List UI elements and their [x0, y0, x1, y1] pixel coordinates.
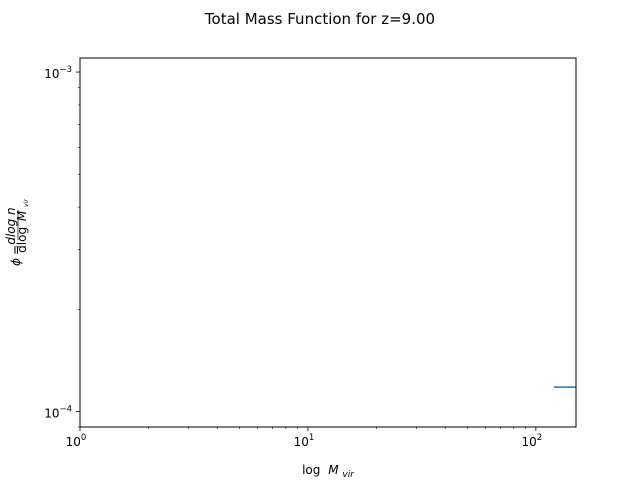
x-axis-label-sub: vir [342, 470, 355, 480]
y-axis-label-denominator-var: M [15, 210, 29, 221]
x-axis-label-prefix: log [302, 463, 320, 477]
plot-frame [79, 57, 577, 428]
y-axis: 10−4 10−3 [44, 65, 80, 428]
y-axis-label: ϕ = dlog n dlog M vir [4, 199, 30, 266]
y-tick-label: 10−3 [44, 65, 72, 81]
y-axis-label-equals: = [9, 245, 23, 255]
x-axis-label: log M vir [302, 463, 355, 480]
y-axis-label-numerator: dlog n [4, 207, 18, 244]
x-tick-label: 101 [294, 433, 315, 449]
x-tick-label: 100 [66, 433, 87, 449]
plot-background [80, 58, 576, 427]
y-tick-label: 10−4 [44, 404, 72, 420]
y-axis-label-denominator-sub: vir [23, 199, 30, 207]
x-axis: 100 101 102 [66, 427, 543, 449]
plot-area [79, 57, 577, 428]
y-axis-label-denominator: dlog M vir [15, 199, 30, 253]
chart-title: Total Mass Function for z=9.00 [204, 10, 435, 28]
x-tick-label: 102 [522, 433, 543, 449]
y-axis-label-denominator-log: dlog [15, 227, 29, 253]
y-axis-label-lhs: ϕ [9, 258, 23, 266]
x-axis-label-var: M [328, 463, 339, 477]
